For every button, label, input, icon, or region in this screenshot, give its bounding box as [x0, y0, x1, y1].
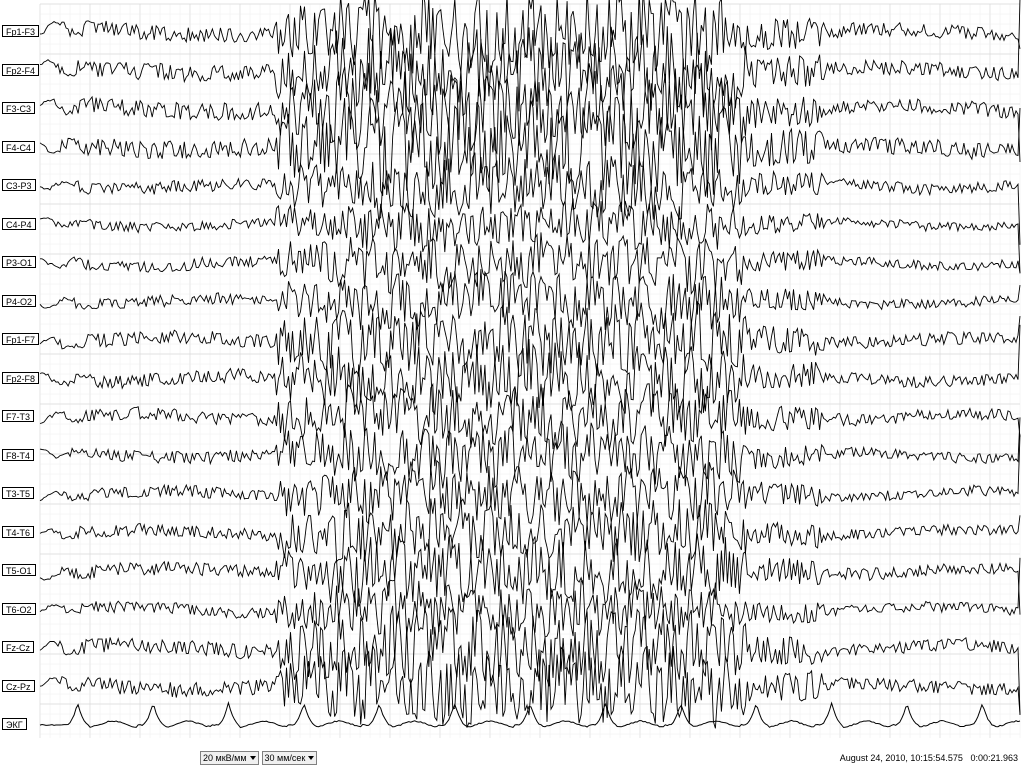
channel-label: T4-T6: [2, 526, 34, 538]
channel-label: T3-T5: [2, 487, 34, 499]
control-bar: 20 мкВ/мм 30 мм/сек: [200, 751, 317, 765]
trace: [40, 417, 1020, 488]
trace: [40, 199, 1020, 274]
channel-label: Fp2-F8: [2, 372, 39, 384]
chevron-down-icon: [250, 756, 256, 760]
channel-label: C3-P3: [2, 179, 36, 191]
channel-label: ЭКГ: [2, 718, 27, 730]
channel-label: P4-O2: [2, 295, 36, 307]
footer-date: August 24, 2010,: [840, 753, 908, 763]
trace: [40, 325, 1020, 415]
channel-label: Fp1-F3: [2, 25, 39, 37]
trace: [40, 646, 1020, 729]
channel-label: F3-C3: [2, 102, 35, 114]
channel-label: C4-P4: [2, 218, 36, 230]
trace: [40, 534, 1020, 615]
channel-label: F7-T3: [2, 410, 34, 422]
signal-traces: [0, 0, 1024, 767]
channel-label: Fp2-F4: [2, 64, 39, 76]
sensitivity-dropdown[interactable]: 20 мкВ/мм: [200, 751, 259, 765]
channel-label: P3-O1: [2, 256, 36, 268]
trace: [40, 435, 1020, 526]
timebase-dropdown[interactable]: 30 мм/сек: [262, 751, 318, 765]
channel-label: F4-C4: [2, 141, 35, 153]
timestamp-footer: August 24, 2010, 10:15:54.575 0:00:21.96…: [840, 753, 1018, 763]
trace: [40, 232, 1020, 293]
trace: [40, 382, 1020, 451]
footer-time1: 10:15:54.575: [910, 753, 963, 763]
channel-label: T6-O2: [2, 603, 36, 615]
footer-time2: 0:00:21.963: [970, 753, 1018, 763]
channel-label: T5-O1: [2, 564, 36, 576]
channel-label: F8-T4: [2, 449, 34, 461]
eeg-viewer: Fp1-F3 Fp2-F4 F3-C3 F4-C4 C3-P3 C4-P4 P3-O1 P4-…: [0, 0, 1024, 767]
trace: [40, 703, 1020, 728]
timebase-value: 30 мм/сек: [265, 753, 306, 763]
channel-label: Fp1-F7: [2, 333, 39, 345]
channel-label: Fz-Cz: [2, 641, 34, 653]
chevron-down-icon: [308, 756, 314, 760]
trace: [40, 497, 1020, 562]
sensitivity-value: 20 мкВ/мм: [203, 753, 247, 763]
channel-label: Cz-Pz: [2, 680, 35, 692]
trace: [40, 269, 1020, 333]
